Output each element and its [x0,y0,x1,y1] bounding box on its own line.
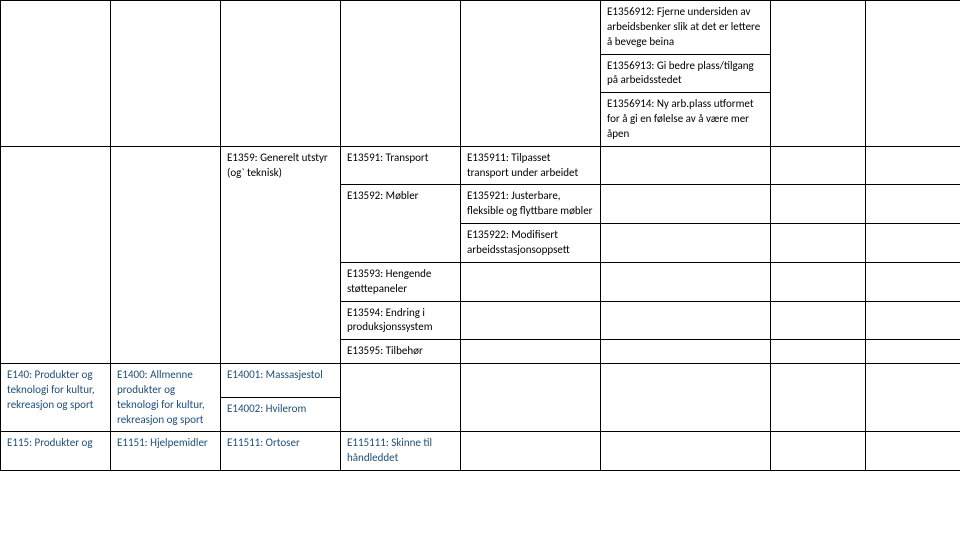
text: E1356913: Gi bedre plass/tilgang på arbe… [607,59,754,87]
text: E1359: Generelt utstyr (og` teknisk) [227,151,328,179]
cell-text-blue: E14001: Massasjestol [221,364,341,398]
table-row: E115: Produkter og E1151: Hjelpemidler E… [1,432,960,471]
cell-empty [461,432,601,471]
cell-text: E135911: Tilpasset transport under arbei… [461,146,601,185]
cell-text-blue: E14002: Hvilerom [221,398,341,432]
cell-text: E13595: Tilbehør [341,340,461,364]
cell-empty [866,340,960,364]
text: E11511: Ortoser [227,436,300,449]
cell-empty [866,146,960,185]
cell-empty [771,340,866,364]
table-row: E1359: Generelt utstyr (og` teknisk) E13… [1,146,960,185]
cell-empty [461,364,601,432]
cell-text: E1359: Generelt utstyr (og` teknisk) [221,146,341,363]
cell-empty [771,185,866,224]
cell-text: E13592: Møbler [341,185,461,262]
cell-text-blue: E1151: Hjelpemidler [111,432,221,471]
cell-empty [341,364,461,432]
text: E135922: Modifisert arbeidsstasjonsoppse… [467,228,570,256]
cell-empty [866,364,960,432]
cell-empty [771,301,866,340]
text: E13595: Tilbehør [347,344,423,357]
text: E1356912: Fjerne undersiden av arbeidsbe… [607,5,760,48]
cell-empty [341,1,461,147]
cell-text-blue: E115111: Skinne til håndleddet [341,432,461,471]
cell-empty [771,146,866,185]
table-row: E1356912: Fjerne undersiden av arbeidsbe… [1,1,960,55]
cell-empty [866,185,960,224]
cell-empty [866,1,960,147]
cell-empty [601,224,771,263]
cell-text: E1356914: Ny arb.plass utformet for å gi… [601,93,771,147]
cell-empty [461,1,601,147]
cell-empty [601,146,771,185]
text: E13592: Møbler [347,189,419,202]
text: E115: Produkter og [7,436,93,449]
text: E14001: Massasjestol [227,368,323,381]
cell-empty [866,262,960,301]
cell-empty [771,364,866,432]
text: E1400: Allmenne produkter og teknologi f… [117,368,205,426]
cell-text-blue: E1400: Allmenne produkter og teknologi f… [111,364,221,432]
table-row: E140: Produkter og teknologi for kultur,… [1,364,960,398]
cell-text: E1356913: Gi bedre plass/tilgang på arbe… [601,54,771,93]
cell-empty [771,432,866,471]
cell-empty [221,1,341,147]
cell-empty [111,1,221,147]
cell-empty [601,185,771,224]
cell-empty [601,432,771,471]
cell-empty [601,262,771,301]
cell-empty [461,301,601,340]
text: E115111: Skinne til håndleddet [347,436,432,464]
cell-empty [771,1,866,147]
cell-empty [1,146,111,363]
text: E1151: Hjelpemidler [117,436,208,449]
text: E135911: Tilpasset transport under arbei… [467,151,578,179]
classification-table: E1356912: Fjerne undersiden av arbeidsbe… [0,0,960,471]
text: E135921: Justerbare, fleksible og flyttb… [467,189,593,217]
cell-text: E13593: Hengende støttepaneler [341,262,461,301]
cell-empty [601,340,771,364]
cell-empty [461,340,601,364]
text: E14002: Hvilerom [227,402,306,415]
text: E1356914: Ny arb.plass utformet for å gi… [607,97,754,140]
cell-empty [771,224,866,263]
cell-empty [866,432,960,471]
cell-empty [1,1,111,147]
cell-text-blue: E140: Produkter og teknologi for kultur,… [1,364,111,432]
cell-empty [601,301,771,340]
cell-empty [461,262,601,301]
cell-text: E13594: Endring i produksjonssystem [341,301,461,340]
cell-empty [866,301,960,340]
cell-text: E135921: Justerbare, fleksible og flyttb… [461,185,601,224]
cell-text: E135922: Modifisert arbeidsstasjonsoppse… [461,224,601,263]
text: E13594: Endring i produksjonssystem [347,306,433,334]
cell-text: E13591: Transport [341,146,461,185]
text: E140: Produkter og teknologi for kultur,… [7,368,95,411]
text: E13593: Hengende støttepaneler [347,267,431,295]
cell-text-blue: E115: Produkter og [1,432,111,471]
cell-empty [866,224,960,263]
text: E13591: Transport [347,151,428,164]
cell-text-blue: E11511: Ortoser [221,432,341,471]
cell-empty [601,364,771,432]
cell-empty [771,262,866,301]
cell-empty [111,146,221,363]
cell-text: E1356912: Fjerne undersiden av arbeidsbe… [601,1,771,55]
